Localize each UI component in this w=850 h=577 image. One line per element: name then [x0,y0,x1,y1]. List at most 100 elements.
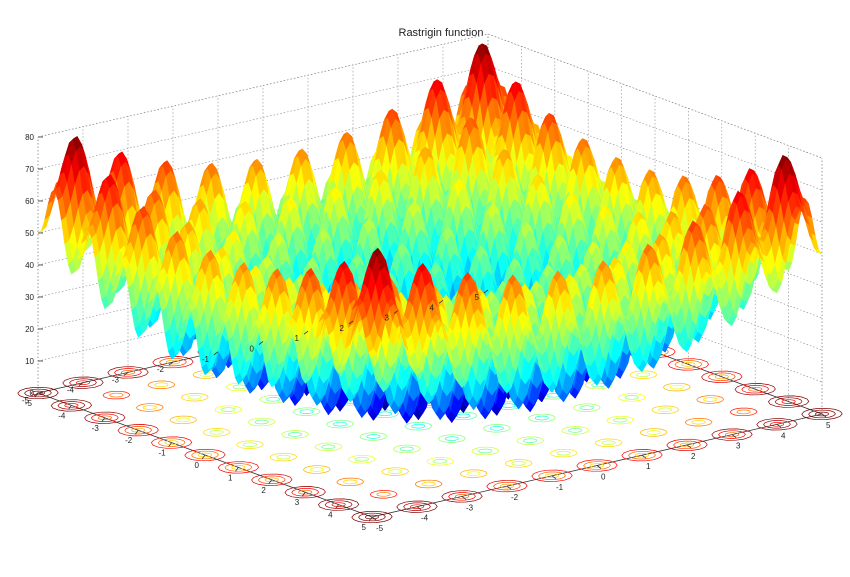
contour-ring [639,428,668,437]
contour-ring [629,370,658,379]
contour-ring [636,372,651,377]
contour-ring [404,422,433,431]
contour-ring [701,370,743,383]
contour-ring [64,403,79,408]
contour-ring [718,430,746,439]
contour-ring [478,448,493,454]
contour-ring [808,409,836,419]
contour-ring [684,418,713,427]
contour-ring [197,452,213,458]
contour-ring [150,436,193,449]
contour-ring [426,457,455,466]
contour-ring [324,500,353,509]
contour-ring [364,514,380,520]
contour-ring [504,459,533,468]
contour-ring [84,411,126,424]
contour-ring [231,465,246,470]
contour-ring [142,405,157,410]
contour-ring [651,405,680,414]
contour-ring [217,461,260,474]
contour-ring [781,399,796,404]
contour-ring [769,422,785,427]
contour-ring [703,397,718,402]
surface-mesh [37,43,823,424]
contour-ring [62,376,104,389]
contour-ring [486,480,528,493]
contour-ring [287,432,303,437]
contour-ring [556,450,571,456]
contour-ring [681,362,696,367]
contour-ring [154,382,169,388]
contour-ring [57,401,86,410]
contour-ring [538,471,566,480]
contour-ring [459,469,488,478]
contour-ring [601,440,616,446]
contour-ring [114,368,142,377]
contour-ring [437,434,466,443]
contour-ring [456,413,471,419]
contour-ring [711,428,753,441]
contour-ring [544,473,560,479]
contour-ring [317,498,360,511]
contour-ring [454,494,470,499]
contour-ring [606,415,635,425]
contour-ring [354,456,369,462]
contour-ring [343,479,358,485]
contour-ring [674,360,703,369]
contour-ring [69,378,97,387]
contour-ring [403,502,431,511]
contour-ring [90,413,119,422]
contour-ring [376,492,391,497]
contour-ring [767,395,810,408]
contour-ring [624,395,639,400]
contour-ring [448,492,476,501]
contour-ring [774,397,803,406]
contour-ring [169,415,198,425]
contour-ring [669,384,684,390]
contour-ring [176,417,191,423]
contour-ring [236,440,264,449]
contour-ring [482,424,511,433]
contour-ring [377,411,393,417]
contour-ring [292,407,321,416]
contour-ring [534,415,549,421]
contour-ring [281,430,309,439]
contour-ring [628,451,656,460]
contour-ring [594,438,623,447]
contour-ring [107,366,149,379]
contour-ring [621,449,663,462]
contour-ring [331,502,346,507]
contour-ring [381,467,410,476]
contour-ring [617,393,646,402]
contour-ring [264,477,279,483]
contour-ring [309,467,324,472]
contour-ring [707,372,736,381]
contour-ring [409,504,425,509]
contour-ring [691,419,706,425]
contour-ring [336,477,365,487]
contour-ring [97,415,112,421]
contour-ring [433,459,448,464]
contour-ring [247,417,276,427]
contour-ring [576,459,618,472]
contour-ring [284,486,326,499]
contour-ring [276,454,291,460]
contour-ring [589,463,605,468]
contour-ring [444,436,459,441]
contour-ring [191,450,219,460]
contour-ring [326,419,354,429]
contour-ring [266,397,281,402]
contour-ring [399,446,414,452]
contour-ring [531,469,573,482]
contour-ring [646,430,661,435]
contour-ring [679,442,695,448]
contour-ring [366,434,381,439]
contour-ring [748,386,763,392]
contour-ring [736,409,751,415]
contour-ring [332,421,348,427]
contour-ring [242,442,258,447]
contour-ring [131,427,146,433]
contour-ring [568,428,583,433]
contour-ring [17,386,59,400]
